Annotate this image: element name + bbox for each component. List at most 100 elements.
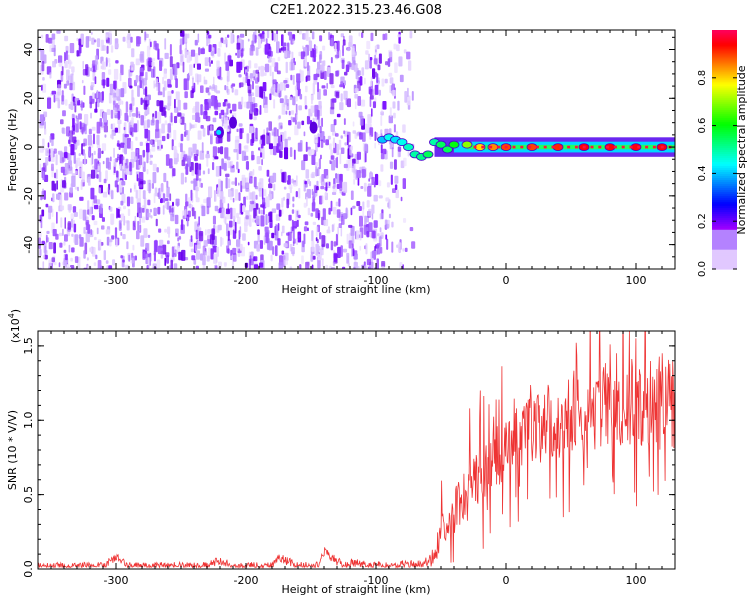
noise-cell: [244, 145, 249, 153]
noise-cell: [340, 81, 344, 87]
noise-cell: [277, 56, 281, 62]
noise-cell: [204, 68, 209, 72]
noise-cell: [164, 257, 167, 266]
noise-cell: [93, 133, 95, 145]
noise-cell: [341, 213, 343, 218]
noise-cell: [312, 82, 315, 95]
noise-cell: [237, 168, 240, 174]
noise-cell: [343, 118, 346, 125]
noise-cell: [207, 125, 210, 136]
snr-series-line: [38, 331, 675, 569]
colorbar-segment: [712, 221, 737, 224]
noise-cell: [230, 255, 234, 260]
colorbar-segment: [712, 137, 737, 141]
noise-cell: [306, 115, 311, 125]
noise-cell: [227, 248, 230, 254]
noise-cell: [340, 135, 343, 139]
noise-cell: [53, 261, 57, 266]
noise-cell: [42, 170, 45, 181]
noise-cell: [51, 197, 53, 202]
noise-cell: [195, 101, 200, 113]
signal-peak: [520, 145, 524, 149]
noise-cell: [326, 175, 329, 180]
noise-cell: [171, 208, 174, 213]
colorbar-segment: [712, 225, 737, 228]
noise-cell: [64, 146, 68, 153]
noise-cell: [281, 172, 285, 183]
noise-cell: [84, 123, 87, 135]
noise-cell: [394, 184, 398, 190]
noise-cell: [229, 207, 233, 220]
noise-cell: [283, 80, 288, 84]
plot-frame: [37, 29, 676, 270]
noise-cell: [123, 205, 126, 210]
colorbar-segment: [712, 30, 737, 33]
noise-cell: [303, 131, 306, 137]
noise-cell: [279, 98, 284, 104]
noise-cell: [211, 95, 216, 106]
noise-cell: [312, 117, 315, 122]
noise-cell: [263, 235, 266, 245]
noise-cell: [369, 127, 374, 137]
noise-cell: [238, 74, 242, 78]
noise-cell: [312, 221, 317, 225]
noise-cell: [205, 154, 210, 159]
noise-cell: [300, 70, 304, 82]
noise-cell: [339, 49, 342, 58]
noise-cell: [39, 248, 42, 256]
noise-cell: [328, 31, 330, 41]
noise-cell: [299, 93, 303, 100]
noise-cell: [158, 82, 160, 92]
noise-cell: [277, 238, 281, 246]
noise-cell: [312, 201, 316, 207]
noise-cell: [167, 123, 171, 133]
noise-cell: [278, 262, 284, 269]
noise-cell: [202, 255, 206, 266]
colorbar-segment: [712, 165, 737, 169]
noise-cell: [206, 197, 211, 208]
noise-cell: [286, 198, 289, 209]
noise-cell: [66, 80, 69, 86]
noise-cell: [113, 107, 117, 115]
noise-cell: [275, 245, 278, 257]
noise-cell: [150, 119, 155, 126]
noise-cell: [94, 158, 98, 170]
noise-cell: [120, 231, 123, 236]
colorbar-segment: [712, 57, 737, 61]
noise-cell: [218, 41, 222, 48]
noise-cell: [376, 258, 379, 269]
noise-cell: [139, 68, 144, 73]
noise-cell: [380, 153, 385, 160]
noise-cell: [103, 178, 107, 184]
noise-cell: [325, 139, 329, 146]
noise-cell: [203, 198, 207, 204]
noise-cell: [280, 134, 283, 143]
noise-cell: [106, 187, 109, 193]
noise-cell: [261, 31, 265, 35]
noise-cell: [129, 127, 134, 132]
noise-cell: [94, 204, 99, 210]
noise-cell: [271, 208, 277, 213]
noise-cell: [167, 84, 172, 88]
noise-cell: [259, 262, 264, 268]
noise-cell: [409, 227, 414, 232]
noise-cell: [194, 53, 199, 66]
noise-cell: [292, 117, 296, 123]
noise-cell: [146, 142, 150, 153]
noise-cell: [320, 131, 325, 142]
noise-cell: [155, 128, 160, 139]
colorbar-segment: [712, 211, 737, 214]
noise-cell: [280, 82, 284, 91]
noise-cell: [278, 122, 283, 130]
noise-cell: [190, 180, 194, 184]
noise-cell: [146, 130, 151, 142]
noise-cell: [363, 182, 367, 192]
colorbar-segment: [712, 41, 737, 45]
noise-cell: [375, 49, 377, 53]
colorbar-segment: [712, 217, 737, 220]
noise-cell: [101, 91, 104, 101]
noise-cell: [406, 51, 411, 60]
noise-cell: [156, 259, 161, 268]
noise-cell: [290, 59, 295, 71]
signal-peak: [606, 145, 610, 149]
